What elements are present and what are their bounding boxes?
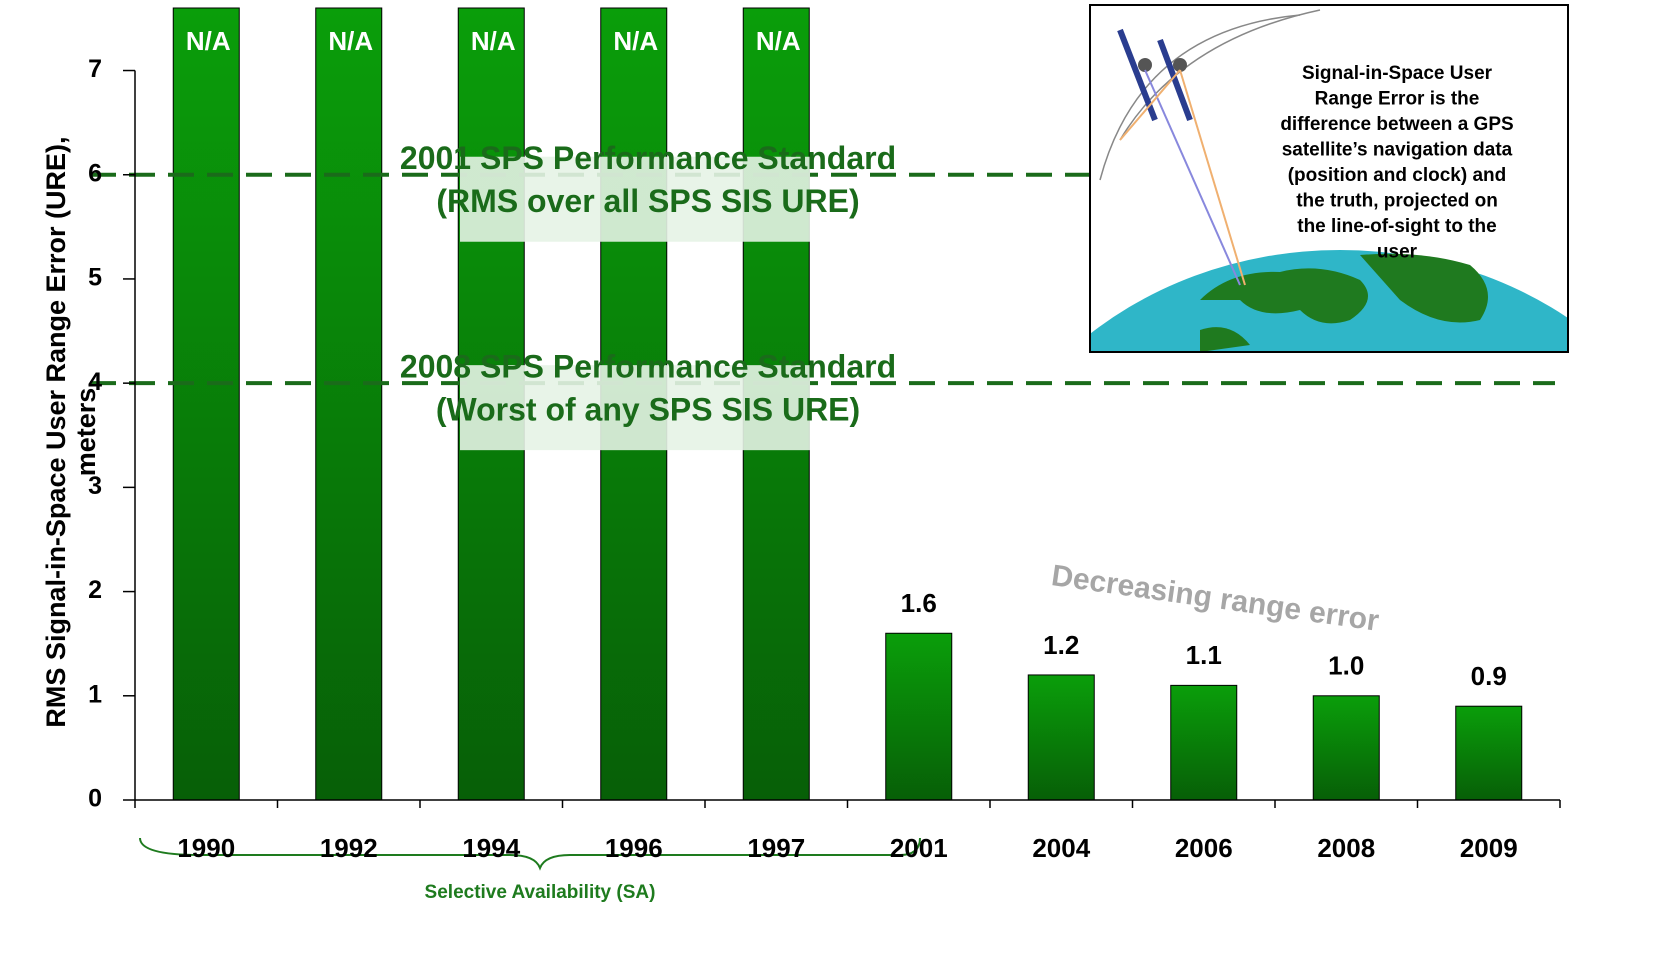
x-tick-label: 1996 [605, 833, 663, 863]
x-tick-label: 1990 [177, 833, 235, 863]
trend-annotation: Decreasing range error [1049, 559, 1381, 638]
inset-text-line: user [1377, 242, 1418, 263]
value-label: N/A [328, 26, 373, 56]
y-tick-label: 5 [88, 264, 102, 292]
y-tick-label: 7 [88, 55, 102, 83]
inset-text-line: Signal-in-Space User [1302, 63, 1493, 84]
x-tick-label: 2004 [1032, 833, 1090, 863]
value-label: 1.0 [1328, 651, 1364, 681]
reference-label: 2008 SPS Performance Standard [400, 349, 896, 385]
bar [1028, 675, 1094, 800]
inset-text-line: difference between a GPS [1280, 114, 1513, 135]
value-label: N/A [613, 26, 658, 56]
bar [173, 8, 239, 800]
reference-label: (RMS over all SPS SIS URE) [436, 183, 859, 219]
x-tick-label: 1994 [462, 833, 520, 863]
bar [886, 633, 952, 800]
bar [1456, 706, 1522, 800]
y-tick-label: 1 [88, 680, 102, 708]
x-tick-label: 2006 [1175, 833, 1233, 863]
x-tick-label: 1992 [320, 833, 378, 863]
chart: 2001 SPS Performance Standard (RMS over a… [0, 0, 1671, 965]
reference-label: (Worst of any SPS SIS URE) [436, 392, 860, 428]
value-label: 1.6 [901, 588, 937, 618]
value-label: 0.9 [1471, 661, 1507, 691]
x-tick-label: 2009 [1460, 833, 1518, 863]
bracket-label: Selective Availability (SA) [425, 882, 656, 903]
bar [1171, 685, 1237, 800]
bar [1313, 696, 1379, 800]
x-tick-label: 1997 [747, 833, 805, 863]
value-label: 1.2 [1043, 630, 1079, 660]
y-tick-label: 0 [88, 785, 102, 813]
inset-text-line: the truth, projected on [1296, 191, 1498, 212]
bar [316, 8, 382, 800]
inset-text-line: the line-of-sight to the [1297, 216, 1496, 237]
value-label: 1.1 [1186, 640, 1222, 670]
inset-text-line: (position and clock) and [1288, 165, 1507, 186]
y-tick-label: 6 [88, 159, 102, 187]
value-label: N/A [186, 26, 231, 56]
x-tick-label: 2001 [890, 833, 948, 863]
y-tick-label: 2 [88, 576, 102, 604]
x-tick-label: 2008 [1317, 833, 1375, 863]
inset-text-line: Range Error is the [1315, 89, 1480, 110]
reference-label: 2001 SPS Performance Standard [400, 140, 896, 176]
y-axis-label: meters [71, 388, 101, 477]
y-axis-label: RMS Signal-in-Space User Range Error (UR… [41, 136, 71, 727]
value-label: N/A [471, 26, 516, 56]
value-label: N/A [756, 26, 801, 56]
inset-text-line: satellite’s navigation data [1282, 140, 1513, 161]
